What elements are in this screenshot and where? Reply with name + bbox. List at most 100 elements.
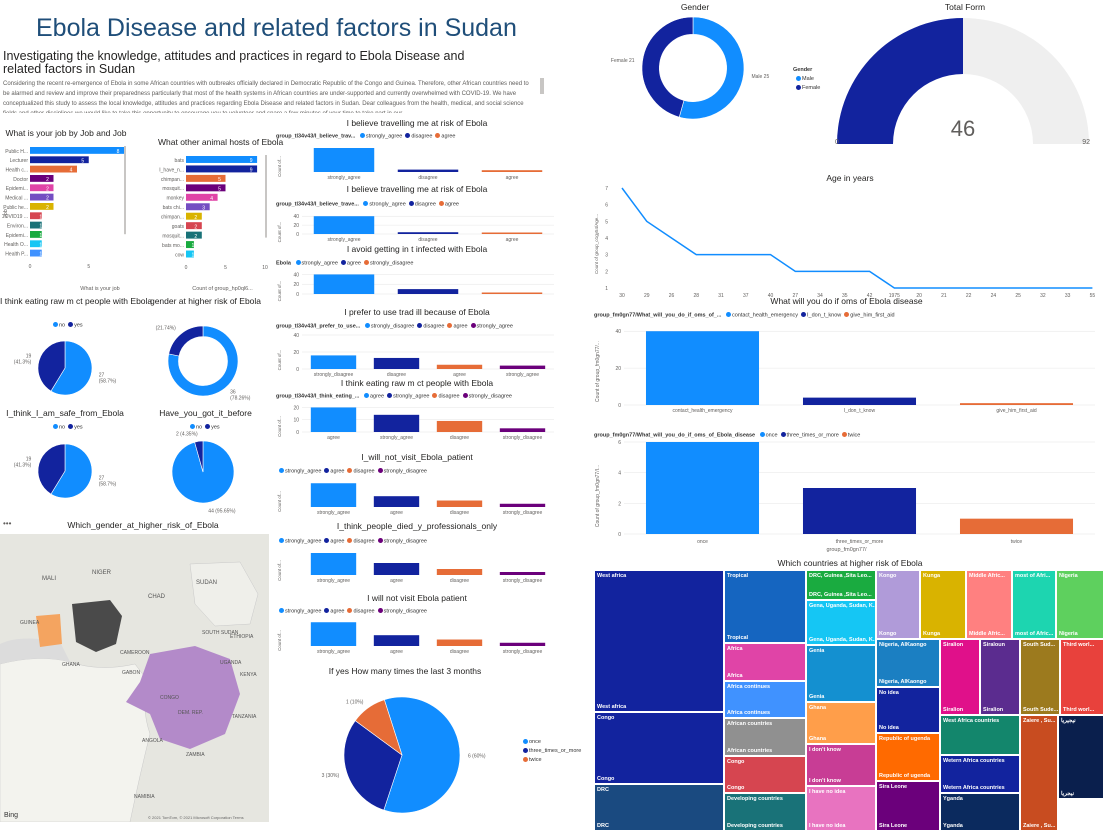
treemap-cell[interactable]: Tropical Tropical (724, 570, 806, 643)
chart-travel2[interactable]: Count of... 0 20 40 strongly_agree disagree ag… (276, 212, 558, 243)
treemap-cell[interactable]: Kunga Kunga (920, 570, 966, 639)
bar[interactable] (186, 250, 194, 258)
treemap-cell[interactable]: Gena, Uganda, Sudan, K... Gena, Uganda, S… (806, 600, 876, 645)
legend-item[interactable]: agree (369, 393, 385, 400)
treemap-cell[interactable]: Republic of ugenda Republic of ugenda (876, 733, 940, 781)
legend-item[interactable]: no (59, 424, 66, 431)
legend-item[interactable]: disagree (423, 323, 445, 330)
legend-item[interactable]: once (765, 432, 778, 439)
bar[interactable] (186, 165, 258, 173)
treemap-cell[interactable]: Third worl... Third worl... (1060, 639, 1104, 715)
bar[interactable] (397, 289, 459, 294)
treemap-cell[interactable]: most of Afri... most of Afric... (1012, 570, 1056, 639)
bar[interactable] (186, 174, 226, 182)
slice[interactable] (641, 16, 694, 118)
chart-gender[interactable]: Male 25 Female 21 (592, 5, 794, 131)
bar[interactable] (436, 500, 483, 507)
chart-got_it[interactable]: 44 (95.65%) 2 (4.35%) (122, 429, 284, 515)
bar[interactable] (186, 184, 226, 192)
treemap-cell[interactable]: Genia Genia (806, 645, 876, 702)
chart-hosts[interactable]: bats 9 I_have_n... 9 chimpan... 5 mosquit... 5 m… (158, 155, 271, 273)
treemap-cell[interactable]: نيجيريا نيجريا (1058, 715, 1104, 799)
bar[interactable] (397, 232, 459, 234)
legend-item[interactable]: yes (74, 322, 83, 329)
legend-item[interactable]: twice (529, 757, 542, 763)
bar[interactable] (310, 622, 357, 646)
treemap-cell[interactable]: West africa West africa (594, 570, 724, 712)
bar[interactable] (481, 170, 543, 172)
slice[interactable] (37, 340, 66, 392)
bar[interactable] (30, 249, 42, 257)
region-drc[interactable] (126, 646, 240, 749)
treemap-cell[interactable]: Zaiere , Su... Zaiere , Su... (1020, 715, 1058, 831)
legend-item[interactable]: agree (444, 201, 459, 208)
bar[interactable] (30, 184, 54, 192)
bar[interactable] (499, 365, 546, 369)
bar[interactable] (30, 231, 42, 238)
bar[interactable] (645, 442, 760, 534)
bar[interactable] (30, 165, 77, 173)
bar[interactable] (30, 193, 54, 201)
legend-item[interactable]: agree (330, 468, 345, 475)
chart-what_do[interactable]: Count of group_fm0gn77/... 0 20 40 contact_h… (594, 320, 1099, 414)
treemap-cell[interactable]: South Sud... South Sude... (1020, 639, 1060, 715)
bar[interactable] (310, 553, 357, 575)
legend-item[interactable]: twice (847, 432, 861, 439)
treemap-cell[interactable]: Sira Leone Sira Leone (876, 781, 940, 831)
bar[interactable] (373, 635, 420, 646)
bar[interactable] (436, 420, 483, 432)
treemap-cell[interactable]: Africa continues Africa continues (724, 681, 806, 718)
treemap-cell[interactable]: Developing countries Developing countries (724, 793, 806, 831)
scrollbar[interactable] (265, 155, 267, 238)
legend-item[interactable]: strongly_agree (301, 260, 338, 267)
description-scrollbar[interactable] (540, 78, 544, 94)
legend-item[interactable]: three_times_or_more (529, 748, 582, 754)
legend-item[interactable]: strongly_agree (476, 323, 513, 330)
bar[interactable] (186, 222, 202, 230)
bar[interactable] (30, 203, 54, 210)
treemap-cell[interactable]: Siraloun Siralion (980, 639, 1020, 715)
bar[interactable] (30, 240, 42, 248)
region-nigeria[interactable] (72, 600, 122, 652)
bar[interactable] (499, 642, 546, 646)
bar[interactable] (436, 364, 483, 369)
treemap-cell[interactable]: Nigeria, AlKaongo Nigeria, AlKaongo (876, 639, 940, 687)
chart-gender_risk[interactable]: 36(78.26%) (21.74%) (118, 314, 288, 408)
legend-item[interactable]: strongly_disagree (383, 538, 427, 545)
bar[interactable] (310, 355, 357, 369)
treemap-cell[interactable]: Nigeria Nigeria (1056, 570, 1104, 639)
legend-item[interactable]: disagree (414, 201, 436, 208)
treemap-cell[interactable]: Middle Afric... Middle Afric... (966, 570, 1012, 639)
gauge-fill[interactable] (837, 18, 963, 144)
bar[interactable] (186, 203, 210, 211)
legend-item[interactable]: agree (330, 538, 345, 545)
treemap-cell[interactable]: No idea No idea (876, 687, 940, 733)
bar[interactable] (959, 518, 1074, 534)
chart-not_visit1[interactable]: Count of... strongly_agree agree disagree st… (276, 478, 558, 516)
slice[interactable] (194, 440, 204, 473)
legend-item[interactable]: agree (346, 260, 361, 267)
legend-item[interactable]: no (196, 424, 203, 431)
bar[interactable] (313, 216, 375, 234)
treemap-cell[interactable]: I don't know I don't know (806, 744, 876, 786)
legend-item[interactable]: disagree (353, 538, 375, 545)
bar[interactable] (645, 331, 760, 405)
slice[interactable] (50, 443, 93, 499)
legend-item[interactable]: Male (802, 76, 814, 82)
bar[interactable] (186, 193, 218, 201)
slice[interactable] (50, 340, 93, 396)
chart-not_visit2[interactable]: Count of... strongly_agree agree disagree st… (276, 617, 558, 655)
slice[interactable] (678, 16, 745, 120)
legend-item[interactable]: contact_health_emergency (731, 312, 799, 319)
bar[interactable] (959, 403, 1074, 405)
treemap-cell[interactable]: Yganda Yganda (940, 793, 1020, 831)
chart-professionals[interactable]: Count of... strongly_agree agree disagree st… (276, 548, 558, 584)
treemap-cell[interactable]: Africa Africa (724, 643, 806, 681)
bar[interactable] (186, 156, 258, 163)
treemap-cell[interactable]: West Africa countries (940, 715, 1020, 755)
chart-avoid[interactable]: Count of... 0 20 40 (276, 270, 558, 303)
legend-item[interactable]: agree (330, 608, 345, 615)
bar[interactable] (30, 147, 124, 154)
legend-item[interactable]: strongly_agree (285, 608, 322, 615)
chart-travel1[interactable]: Count of... strongly_agree disagree agree (276, 143, 558, 181)
